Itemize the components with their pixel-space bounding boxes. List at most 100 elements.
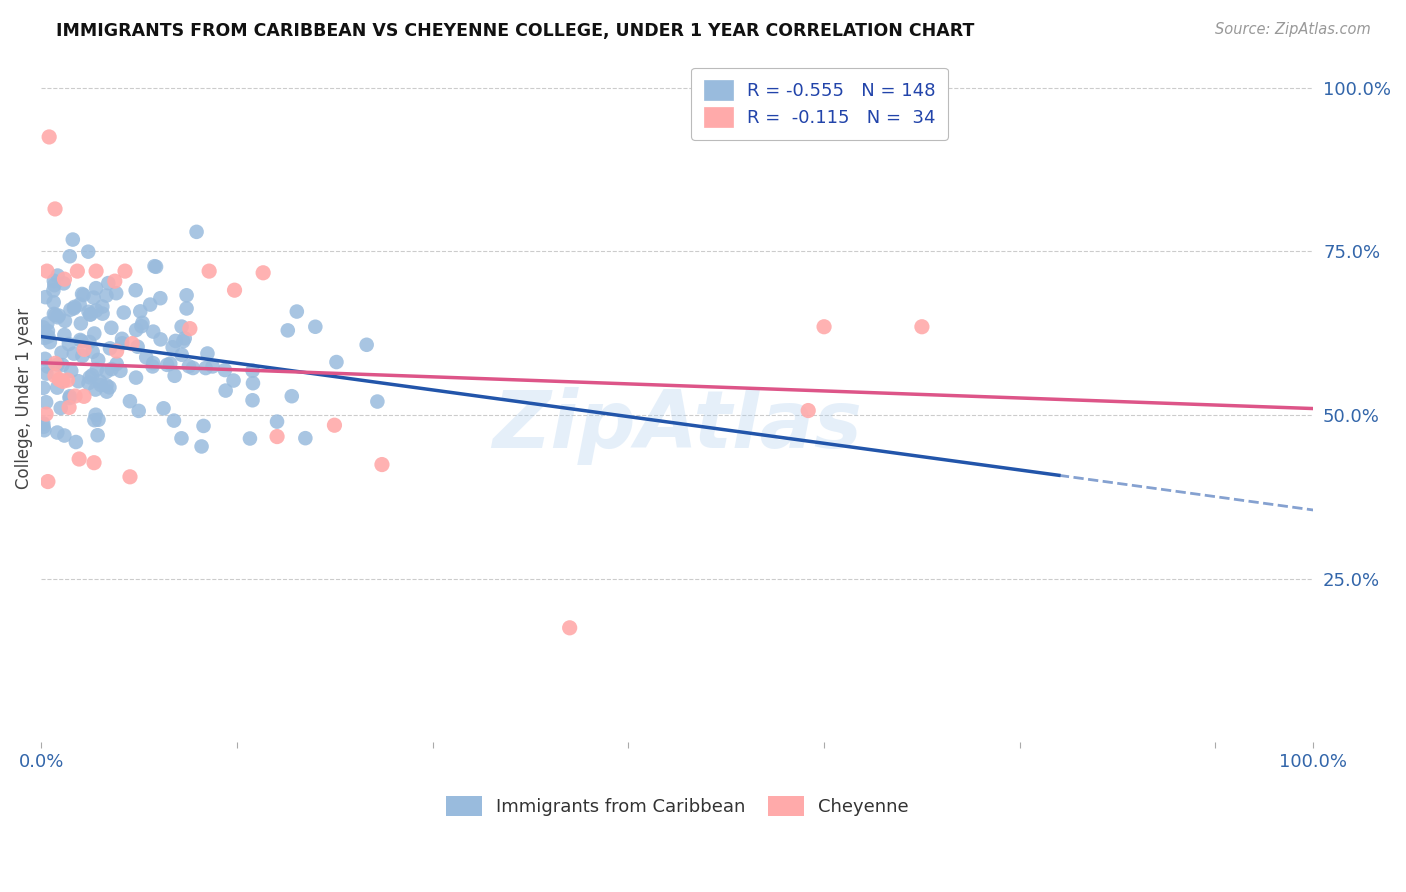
Point bbox=[139, 297, 162, 311]
Point bbox=[58, 391, 80, 405]
Point bbox=[201, 359, 224, 374]
Point bbox=[83, 456, 105, 470]
Point bbox=[266, 429, 288, 443]
Point bbox=[53, 272, 76, 286]
Point bbox=[170, 431, 193, 445]
Point bbox=[34, 423, 56, 437]
Point bbox=[32, 381, 55, 395]
Text: IMMIGRANTS FROM CARIBBEAN VS CHEYENNE COLLEGE, UNDER 1 YEAR CORRELATION CHART: IMMIGRANTS FROM CARIBBEAN VS CHEYENNE CO… bbox=[56, 22, 974, 40]
Point bbox=[42, 295, 65, 310]
Point bbox=[194, 361, 217, 376]
Point bbox=[70, 287, 93, 301]
Point bbox=[65, 435, 87, 450]
Point bbox=[34, 331, 56, 345]
Point bbox=[111, 332, 134, 346]
Point bbox=[46, 381, 69, 395]
Point bbox=[96, 288, 118, 302]
Point bbox=[37, 317, 59, 331]
Point bbox=[177, 359, 200, 374]
Point bbox=[84, 303, 107, 318]
Point bbox=[59, 302, 82, 317]
Point bbox=[96, 384, 118, 399]
Point bbox=[77, 376, 100, 390]
Point bbox=[37, 359, 59, 374]
Point bbox=[366, 394, 388, 409]
Point bbox=[82, 344, 104, 359]
Point bbox=[91, 300, 114, 314]
Point bbox=[56, 373, 79, 387]
Point bbox=[104, 274, 127, 288]
Point bbox=[135, 351, 157, 365]
Point bbox=[86, 428, 108, 442]
Point bbox=[91, 307, 114, 321]
Point bbox=[198, 264, 221, 278]
Point bbox=[49, 401, 72, 415]
Point bbox=[242, 393, 264, 408]
Point bbox=[118, 394, 141, 409]
Point bbox=[170, 319, 193, 334]
Point bbox=[60, 364, 83, 378]
Point bbox=[97, 276, 120, 290]
Point bbox=[242, 364, 264, 378]
Point bbox=[121, 336, 143, 351]
Point bbox=[70, 317, 93, 331]
Point bbox=[98, 380, 121, 394]
Point bbox=[112, 305, 135, 319]
Point bbox=[38, 130, 60, 145]
Point bbox=[83, 291, 105, 305]
Point bbox=[239, 432, 262, 446]
Point bbox=[145, 260, 167, 274]
Point bbox=[128, 404, 150, 418]
Point bbox=[77, 244, 100, 259]
Point bbox=[63, 300, 86, 314]
Point bbox=[186, 225, 208, 239]
Point bbox=[111, 336, 134, 351]
Point bbox=[35, 395, 58, 409]
Point bbox=[42, 274, 65, 288]
Point bbox=[277, 323, 299, 337]
Point bbox=[58, 401, 80, 415]
Point bbox=[53, 314, 76, 328]
Point bbox=[323, 418, 346, 433]
Point bbox=[98, 342, 121, 356]
Point bbox=[48, 373, 70, 387]
Point bbox=[84, 383, 107, 397]
Legend: Immigrants from Caribbean, Cheyenne: Immigrants from Caribbean, Cheyenne bbox=[439, 789, 915, 823]
Point bbox=[179, 321, 201, 335]
Point bbox=[214, 363, 236, 377]
Point bbox=[224, 283, 246, 297]
Point bbox=[84, 264, 107, 278]
Point bbox=[125, 370, 148, 384]
Point bbox=[100, 362, 122, 376]
Point bbox=[44, 202, 66, 216]
Point bbox=[110, 364, 132, 378]
Point bbox=[84, 408, 107, 422]
Point bbox=[37, 324, 59, 338]
Point bbox=[77, 305, 100, 319]
Text: ZipAtlas: ZipAtlas bbox=[492, 387, 862, 466]
Point bbox=[143, 259, 166, 273]
Point bbox=[52, 277, 75, 291]
Point bbox=[356, 338, 378, 352]
Point bbox=[152, 401, 174, 416]
Point bbox=[197, 346, 219, 360]
Point bbox=[46, 425, 69, 440]
Point bbox=[32, 320, 55, 334]
Point bbox=[37, 475, 59, 489]
Point bbox=[35, 264, 58, 278]
Point bbox=[285, 304, 308, 318]
Point bbox=[51, 358, 73, 372]
Point bbox=[48, 309, 70, 323]
Text: Source: ZipAtlas.com: Source: ZipAtlas.com bbox=[1215, 22, 1371, 37]
Point bbox=[159, 357, 181, 371]
Point bbox=[79, 370, 101, 384]
Point bbox=[294, 431, 316, 445]
Point bbox=[46, 358, 69, 372]
Point bbox=[114, 264, 136, 278]
Point bbox=[79, 334, 101, 349]
Point bbox=[58, 337, 80, 351]
Point bbox=[44, 356, 66, 370]
Point bbox=[222, 374, 245, 388]
Point bbox=[62, 233, 84, 247]
Point bbox=[118, 470, 141, 484]
